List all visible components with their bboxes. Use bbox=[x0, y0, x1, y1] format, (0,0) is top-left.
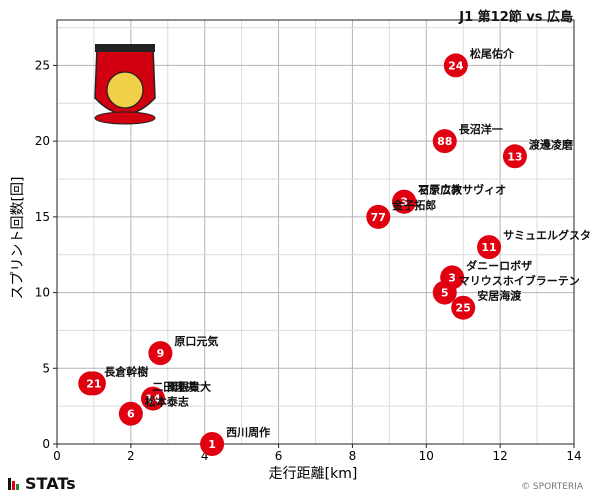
point-number: 77 bbox=[371, 211, 386, 224]
crest-top-band bbox=[95, 44, 155, 52]
point-number: 3 bbox=[448, 271, 456, 284]
point-marker bbox=[81, 371, 106, 396]
point-marker bbox=[443, 53, 468, 78]
crest-emblem bbox=[106, 71, 144, 109]
point-label: 石原広教 bbox=[417, 183, 463, 197]
y-tick-label: 20 bbox=[35, 134, 50, 148]
point-label: 二田理央 bbox=[152, 380, 197, 394]
y-tick-label: 5 bbox=[42, 361, 50, 375]
y-tick-label: 10 bbox=[35, 286, 50, 300]
stats-bars-icon bbox=[8, 477, 20, 490]
data-point: 5 マリウスホイブラーテン bbox=[432, 274, 580, 305]
point-label: 金子拓郎 bbox=[391, 198, 436, 212]
data-point: 1 西川周作 bbox=[200, 425, 270, 456]
team-crest-icon bbox=[94, 44, 156, 125]
stats-logo: STATs bbox=[8, 474, 76, 493]
point-number: 11 bbox=[481, 241, 496, 254]
point-number: 3 bbox=[400, 196, 408, 209]
y-tick-label: 15 bbox=[35, 210, 50, 224]
data-point: 13 渡邊凌磨 bbox=[502, 137, 574, 169]
point-marker bbox=[477, 235, 502, 260]
data-point: 11 サミュエルグスタフソン bbox=[477, 228, 591, 260]
data-point: 88 長沼洋一 bbox=[432, 122, 503, 154]
copyright: © SPORTERIA bbox=[521, 482, 583, 492]
x-tick-label: 12 bbox=[493, 449, 508, 463]
point-number: 88 bbox=[437, 135, 452, 148]
y-tick-label: 25 bbox=[35, 58, 50, 72]
point-label: サミュエルグスタフソン bbox=[503, 228, 591, 242]
point-marker bbox=[502, 144, 527, 169]
point-number: 25 bbox=[456, 302, 471, 315]
x-tick-label: 6 bbox=[275, 449, 283, 463]
data-point: 77 金子拓郎 bbox=[366, 198, 436, 229]
x-tick-label: 10 bbox=[419, 449, 434, 463]
point-label: マテウスサヴィオ bbox=[418, 183, 506, 197]
data-point: 6 松本泰志 bbox=[118, 395, 189, 426]
point-number: 5 bbox=[441, 287, 449, 300]
point-number: 24 bbox=[448, 59, 464, 72]
point-number: 9 bbox=[157, 347, 165, 360]
point-marker bbox=[432, 280, 457, 305]
point-number: 21 bbox=[86, 377, 101, 390]
point-marker bbox=[200, 432, 225, 456]
point-label: ダニーロボザ bbox=[466, 258, 532, 272]
point-label: 西川周作 bbox=[226, 425, 270, 439]
point-marker bbox=[141, 386, 166, 411]
x-tick-label: 8 bbox=[349, 449, 357, 463]
point-label: 渡邊凌磨 bbox=[529, 137, 574, 151]
data-point: 25 安居海渡 bbox=[451, 289, 522, 320]
data-point: 14 関根貴大 bbox=[141, 380, 211, 411]
y-tick-label: 0 bbox=[42, 437, 50, 451]
point-label: 長沼洋一 bbox=[459, 122, 503, 136]
crest-ribbon bbox=[94, 111, 156, 125]
x-tick-label: 2 bbox=[127, 449, 135, 463]
data-points: 24松尾佑介88長沼洋一13渡邊凌磨8石原広教3マテウスサヴィオ77金子拓郎11… bbox=[78, 46, 591, 456]
data-point: 21 bbox=[81, 371, 106, 396]
point-number: 14 bbox=[145, 393, 161, 406]
data-point: 9 原口元気 bbox=[148, 334, 218, 366]
point-marker bbox=[118, 401, 143, 426]
point-label: 松尾佑介 bbox=[470, 46, 515, 60]
point-label: 長倉幹樹 bbox=[104, 364, 148, 378]
grid bbox=[56, 20, 575, 445]
point-marker bbox=[392, 189, 417, 214]
data-point: 3 マテウスサヴィオ bbox=[392, 183, 506, 214]
y-axis-label: スプリント回数[回] bbox=[10, 177, 26, 300]
point-marker bbox=[451, 295, 476, 320]
x-axis-label: 走行距離[km] bbox=[269, 465, 358, 482]
point-number: 1 bbox=[208, 438, 216, 451]
point-marker bbox=[432, 129, 457, 154]
point-label: マリウスホイブラーテン bbox=[459, 274, 580, 288]
stats-brand: STATs bbox=[25, 474, 76, 493]
x-tick-label: 0 bbox=[53, 449, 61, 463]
point-number: 6 bbox=[127, 408, 135, 421]
point-marker bbox=[148, 341, 173, 366]
point-marker bbox=[366, 204, 391, 229]
point-label: 関根貴大 bbox=[167, 380, 211, 394]
plot-frame bbox=[56, 19, 575, 445]
point-label: 松本泰志 bbox=[145, 395, 189, 409]
point-number: 13 bbox=[507, 150, 522, 163]
x-tick-label: 14 bbox=[566, 449, 581, 463]
point-label: 安居海渡 bbox=[477, 289, 522, 303]
data-point: 二田理央 bbox=[152, 380, 197, 394]
page-title: J1 第12節 vs 広島 bbox=[459, 10, 573, 25]
data-point: 24 松尾佑介 bbox=[443, 46, 515, 78]
point-label: 原口元気 bbox=[174, 334, 218, 348]
x-tick-label: 4 bbox=[201, 449, 209, 463]
